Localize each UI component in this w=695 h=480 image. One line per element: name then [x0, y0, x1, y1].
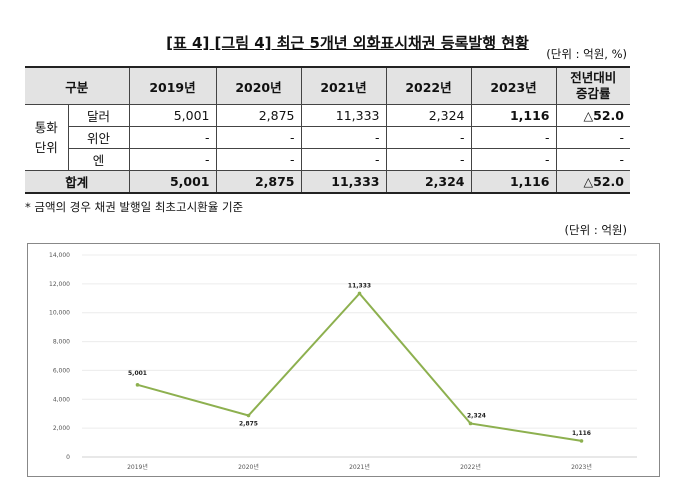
data-label: 2,324	[467, 412, 486, 419]
header-2023: 2023년	[470, 66, 557, 105]
cell: 2,875	[215, 170, 302, 194]
series-line	[137, 291, 582, 442]
cell: 11,333	[300, 170, 387, 194]
data-point	[468, 421, 473, 426]
cell: -	[385, 148, 472, 171]
header-2021: 2021년	[300, 66, 387, 105]
x-tick-label: 2021년	[349, 463, 370, 471]
header-2022: 2022년	[385, 66, 472, 105]
group-label: 통화 단위	[25, 104, 69, 171]
data-point	[579, 439, 584, 443]
data-label: 2,875	[239, 421, 258, 428]
total-row: 합계 5,001 2,875 11,333 2,324 1,116 △52.0	[25, 170, 630, 194]
data-point	[246, 413, 251, 418]
row-label: 달러	[67, 104, 130, 127]
table-row: 위안 - - - - - -	[25, 126, 630, 149]
footnote: * 금액의 경우 채권 발행일 최초고시환율 기준	[25, 200, 244, 214]
cell: 2,324	[385, 170, 472, 194]
cell: 5,001	[128, 170, 217, 194]
chart-frame	[27, 243, 660, 477]
data-point	[135, 383, 140, 387]
x-tick-label: 2023년	[571, 463, 592, 471]
cell: 5,001	[128, 104, 217, 127]
header-2019: 2019년	[128, 66, 217, 105]
y-tick-label: 2,000	[53, 425, 70, 432]
data-point	[357, 291, 362, 296]
data-label: 5,001	[128, 370, 147, 377]
y-tick-label: 0	[66, 454, 70, 461]
x-tick-label: 2022년	[460, 463, 481, 471]
table-header-row: 구분 2019년 2020년 2021년 2022년 2023년 전년대비 증감률	[25, 66, 630, 105]
header-change: 전년대비 증감률	[555, 66, 630, 105]
table-row: 엔 - - - - - -	[25, 148, 630, 171]
header-category: 구분	[25, 66, 130, 105]
x-tick-label: 2019년	[127, 463, 148, 471]
cell: 11,333	[300, 104, 387, 127]
data-label: 11,333	[348, 282, 371, 289]
table-unit: (단위 : 억원, %)	[546, 47, 627, 61]
cell: 1,116	[470, 104, 557, 127]
x-tick-label: 2020년	[238, 463, 259, 471]
data-table: 구분 2019년 2020년 2021년 2022년 2023년 전년대비 증감률…	[25, 66, 630, 194]
chart-unit: (단위 : 억원)	[564, 223, 627, 237]
y-tick-label: 10,000	[49, 310, 70, 317]
y-tick-label: 4,000	[53, 396, 70, 403]
cell: 2,324	[385, 104, 472, 127]
y-tick-label: 6,000	[53, 367, 70, 374]
row-label: 위안	[68, 126, 130, 149]
data-label: 1,116	[572, 430, 591, 437]
cell: △52.0	[555, 170, 630, 194]
cell: 1,116	[470, 170, 557, 194]
cell: -	[555, 148, 630, 171]
y-tick-label: 8,000	[53, 339, 70, 346]
total-label: 합계	[25, 170, 130, 194]
page-title: [표 4] [그림 4] 최근 5개년 외화표시채권 등록발행 현황	[166, 34, 529, 52]
y-tick-label: 14,000	[49, 252, 70, 259]
y-tick-label: 12,000	[49, 281, 70, 288]
